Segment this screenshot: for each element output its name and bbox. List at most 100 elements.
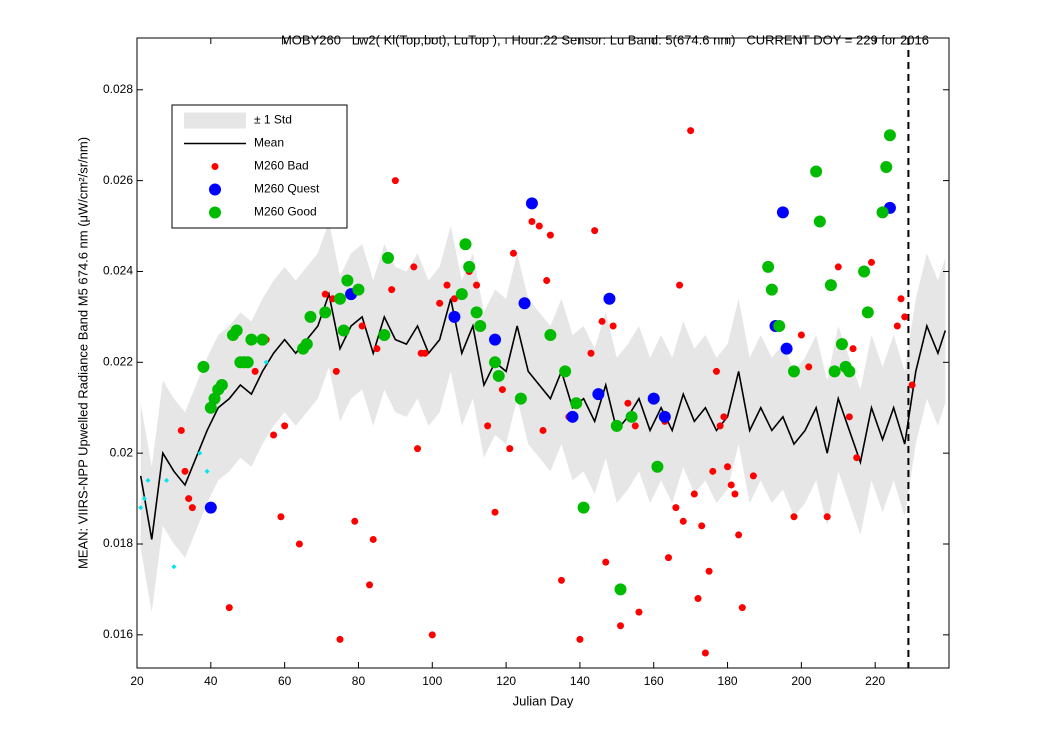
point bbox=[421, 349, 429, 357]
point bbox=[861, 306, 874, 319]
point bbox=[204, 468, 210, 474]
point bbox=[698, 522, 706, 530]
chart-title: MOBY260 Lw2( Kl(Top,bot), LuTop ), Hour:… bbox=[281, 32, 929, 47]
y-tick-label: 0.018 bbox=[103, 536, 133, 550]
axes-box bbox=[136, 37, 950, 669]
point bbox=[731, 490, 739, 498]
point bbox=[858, 265, 871, 278]
point bbox=[676, 281, 684, 289]
point bbox=[251, 367, 259, 375]
point bbox=[535, 222, 543, 230]
point bbox=[341, 274, 354, 287]
point bbox=[321, 290, 329, 298]
x-tick-label: 20 bbox=[130, 674, 144, 688]
point bbox=[709, 467, 717, 475]
point bbox=[474, 319, 487, 332]
legend-label: ± 1 Std bbox=[254, 113, 292, 127]
point bbox=[776, 206, 789, 219]
point bbox=[824, 279, 837, 292]
x-tick-label: 140 bbox=[570, 674, 590, 688]
point bbox=[277, 513, 285, 521]
point bbox=[577, 501, 590, 514]
point bbox=[498, 386, 506, 394]
point bbox=[138, 505, 144, 511]
x-axis-label: Julian Day bbox=[513, 693, 574, 708]
point bbox=[459, 238, 472, 251]
point bbox=[410, 263, 418, 271]
point bbox=[897, 295, 905, 303]
x-tick-label: 180 bbox=[718, 674, 738, 688]
point bbox=[773, 319, 786, 332]
point bbox=[787, 365, 800, 378]
point bbox=[843, 365, 856, 378]
point bbox=[624, 399, 632, 407]
point bbox=[694, 595, 702, 603]
point bbox=[378, 329, 391, 342]
y-tick-label: 0.026 bbox=[103, 173, 133, 187]
point bbox=[197, 450, 203, 456]
point bbox=[738, 604, 746, 612]
point bbox=[901, 313, 909, 321]
point bbox=[204, 401, 217, 414]
legend-label: M260 Bad bbox=[254, 159, 309, 173]
point bbox=[263, 359, 269, 365]
point bbox=[369, 535, 377, 543]
point bbox=[635, 608, 643, 616]
point bbox=[506, 445, 514, 453]
point bbox=[720, 413, 728, 421]
point bbox=[631, 422, 639, 430]
point bbox=[749, 472, 757, 480]
point bbox=[336, 635, 344, 643]
point bbox=[570, 397, 583, 410]
point bbox=[208, 392, 221, 405]
point bbox=[241, 356, 254, 369]
point bbox=[701, 649, 709, 657]
x-tick-label: 100 bbox=[422, 674, 442, 688]
point bbox=[664, 554, 672, 562]
point bbox=[805, 363, 813, 371]
point bbox=[765, 283, 778, 296]
point bbox=[712, 367, 720, 375]
point bbox=[592, 388, 605, 401]
y-tick-label: 0.016 bbox=[103, 627, 133, 641]
point bbox=[171, 564, 177, 570]
point bbox=[617, 622, 625, 630]
point bbox=[735, 531, 743, 539]
point bbox=[762, 260, 775, 273]
std-band bbox=[140, 221, 946, 613]
point bbox=[270, 431, 278, 439]
point bbox=[455, 288, 468, 301]
x-tick-label: 60 bbox=[278, 674, 292, 688]
x-tick-label: 40 bbox=[204, 674, 218, 688]
point bbox=[845, 413, 853, 421]
point bbox=[528, 218, 536, 226]
point bbox=[518, 297, 531, 310]
point bbox=[177, 426, 185, 434]
point bbox=[835, 338, 848, 351]
point bbox=[658, 410, 671, 423]
x-tick-label: 220 bbox=[865, 674, 885, 688]
point bbox=[319, 306, 332, 319]
point bbox=[880, 160, 893, 173]
point bbox=[337, 324, 350, 337]
point bbox=[358, 322, 366, 330]
point bbox=[705, 567, 713, 575]
point bbox=[647, 392, 660, 405]
point bbox=[304, 310, 317, 323]
point bbox=[576, 635, 584, 643]
point bbox=[625, 410, 638, 423]
point bbox=[724, 463, 732, 471]
point bbox=[473, 281, 481, 289]
point bbox=[602, 558, 610, 566]
point bbox=[373, 345, 381, 353]
point bbox=[215, 379, 228, 392]
point bbox=[672, 504, 680, 512]
y-tick-label: 0.024 bbox=[103, 264, 133, 278]
point bbox=[810, 165, 823, 178]
point bbox=[603, 292, 616, 305]
point bbox=[381, 251, 394, 264]
point bbox=[823, 513, 831, 521]
point bbox=[414, 445, 422, 453]
point bbox=[509, 249, 517, 257]
